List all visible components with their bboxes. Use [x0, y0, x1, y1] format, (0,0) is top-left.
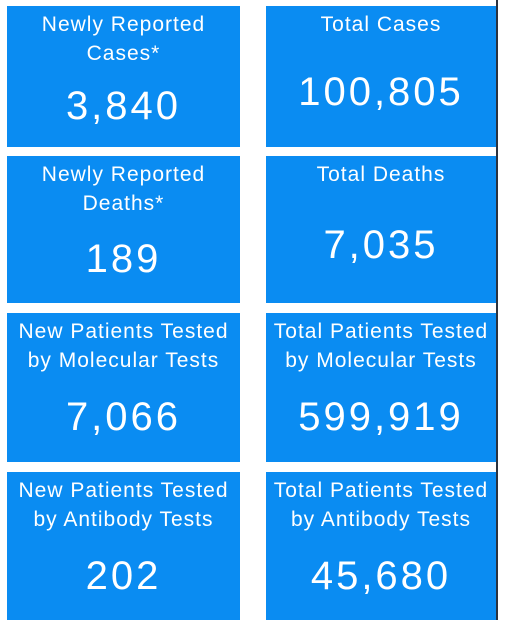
tile-label: New Patients Tested by Molecular Tests	[18, 320, 229, 372]
tile-value: 100,805	[298, 69, 464, 114]
tile-value: 7,035	[323, 222, 439, 267]
tile-label: New Patients Tested by Antibody Tests	[18, 479, 229, 531]
stat-tile: New Patients Tested by Molecular Tests 7,…	[7, 313, 240, 462]
stat-tile: Total Patients Tested by Antibody Tests 4…	[266, 472, 496, 620]
tile-value: 189	[85, 237, 162, 281]
stat-tile: Total Cases 100,805	[266, 6, 496, 147]
stat-tile: Total Deaths 7,035	[266, 156, 496, 303]
edge-line	[496, 0, 498, 620]
tile-value: 45,680	[310, 553, 452, 598]
tile-label: Total Deaths	[316, 163, 446, 186]
tile-value: 7,066	[65, 395, 182, 439]
tile-label: Newly Reported Cases*	[41, 13, 206, 65]
tile-label: Newly Reported Deaths*	[41, 163, 206, 215]
tile-label: Total Patients Tested by Molecular Tests	[273, 320, 489, 372]
stat-tile: New Patients Tested by Antibody Tests 202	[7, 472, 240, 620]
tile-label: Total Patients Tested by Antibody Tests	[273, 479, 489, 531]
stat-tile: Newly Reported Cases* 3,840	[7, 6, 240, 147]
stat-tile: Total Patients Tested by Molecular Tests…	[266, 313, 496, 462]
tile-value: 3,840	[65, 84, 182, 128]
tile-label: Total Cases	[320, 13, 442, 36]
tile-value: 599,919	[298, 395, 464, 439]
stat-tile: Newly Reported Deaths* 189	[7, 156, 240, 303]
tile-value: 202	[85, 553, 162, 598]
